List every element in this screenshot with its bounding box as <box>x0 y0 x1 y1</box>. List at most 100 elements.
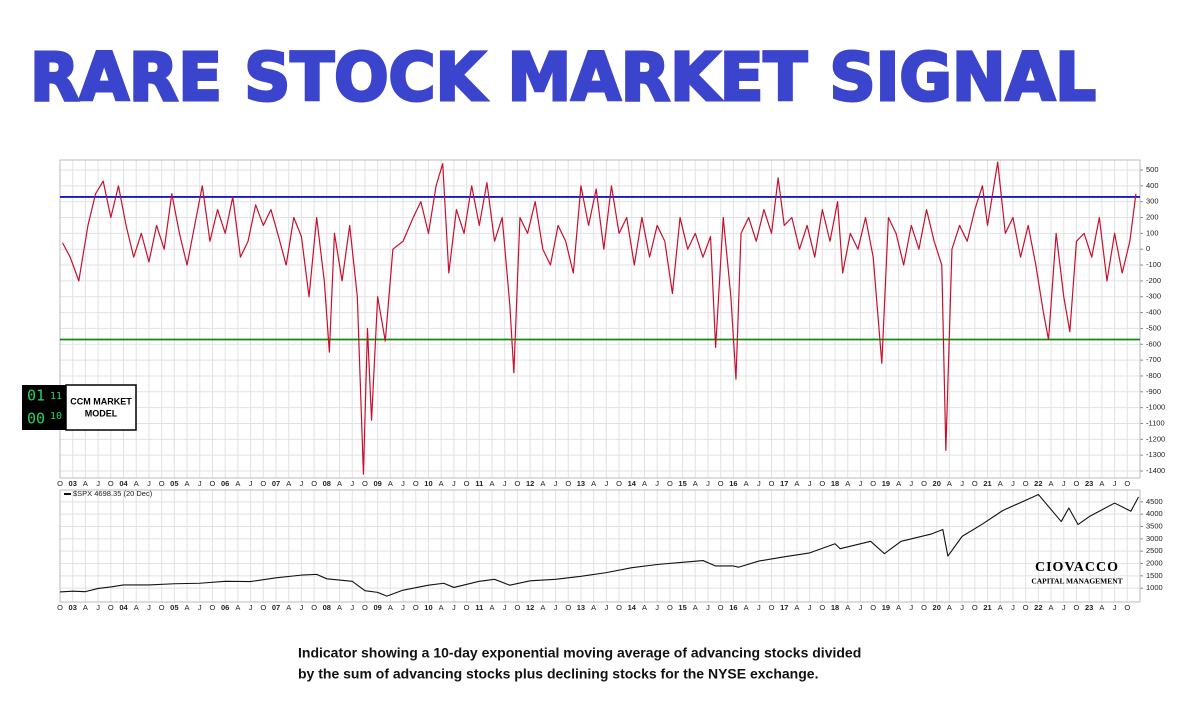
x-tick-label: J <box>554 603 558 612</box>
x-tick-label: 03 <box>69 603 77 612</box>
logo-text: CCM MARKET <box>70 396 132 406</box>
series-line <box>59 493 1139 597</box>
x-tick-label: 21 <box>983 479 991 488</box>
y-tick-label: -600 <box>1146 339 1161 348</box>
x-tick-label: 10 <box>424 479 432 488</box>
x-tick-label: 13 <box>577 603 585 612</box>
x-tick-label: O <box>616 479 622 488</box>
x-tick-label: 11 <box>475 479 483 488</box>
x-tick-label: O <box>413 603 419 612</box>
x-tick-label: J <box>706 603 710 612</box>
x-tick-label: 14 <box>628 603 637 612</box>
x-tick-label: 19 <box>882 479 890 488</box>
x-tick-label: O <box>311 479 317 488</box>
x-tick-label: 23 <box>1085 479 1093 488</box>
x-tick-label: A <box>337 479 342 488</box>
x-tick-label: O <box>616 603 622 612</box>
x-tick-label: 14 <box>628 479 637 488</box>
x-tick-label: O <box>260 603 266 612</box>
x-tick-label: J <box>808 479 812 488</box>
y-tick-label: 200 <box>1146 213 1159 222</box>
x-tick-label: O <box>565 603 571 612</box>
x-tick-label: J <box>1113 479 1117 488</box>
x-tick-label: 09 <box>373 479 381 488</box>
x-tick-label: 20 <box>933 603 941 612</box>
x-tick-label: O <box>1124 479 1130 488</box>
x-tick-label: 13 <box>577 479 585 488</box>
x-tick-label: J <box>300 603 304 612</box>
x-tick-label: A <box>744 479 749 488</box>
x-tick-label: J <box>350 603 354 612</box>
x-tick-label: O <box>514 603 520 612</box>
x-tick-label: J <box>1011 603 1015 612</box>
brand-name: CIOVACCO <box>1035 560 1119 575</box>
y-tick-label: -1200 <box>1146 434 1165 443</box>
x-tick-label: 03 <box>69 479 77 488</box>
x-tick-label: O <box>464 479 470 488</box>
x-tick-label: O <box>718 603 724 612</box>
x-tick-label: A <box>235 479 240 488</box>
panel: O 03 A J O 04 A J O 05 A J O 06 A J O 07 A J O 08 A J O 09 A J O 10 A J… <box>57 490 1163 612</box>
x-tick-label: A <box>845 479 850 488</box>
y-tick-label: 1500 <box>1146 571 1163 580</box>
x-tick-label: 19 <box>882 603 890 612</box>
y-tick-label: -100 <box>1146 260 1161 269</box>
x-tick-label: 22 <box>1034 479 1042 488</box>
x-tick-label: O <box>769 479 775 488</box>
x-tick-label: A <box>185 603 190 612</box>
x-tick-label: O <box>311 603 317 612</box>
x-tick-label: A <box>286 603 291 612</box>
x-tick-label: A <box>591 479 596 488</box>
x-tick-label: J <box>147 479 151 488</box>
x-tick-label: 18 <box>831 479 839 488</box>
y-tick-label: 3500 <box>1146 521 1163 530</box>
x-tick-label: J <box>1062 479 1066 488</box>
x-tick-label: O <box>108 479 114 488</box>
x-tick-label: J <box>96 603 100 612</box>
x-tick-label: A <box>642 479 647 488</box>
y-tick-label: 500 <box>1146 165 1159 174</box>
x-tick-label: J <box>503 479 507 488</box>
x-tick-label: O <box>972 479 978 488</box>
y-tick-label: -700 <box>1146 355 1161 364</box>
x-tick-label: O <box>210 603 216 612</box>
x-tick-label: J <box>452 479 456 488</box>
caption: Indicator showing a 10-day exponential m… <box>298 645 861 661</box>
x-tick-label: O <box>464 603 470 612</box>
x-tick-label: A <box>185 479 190 488</box>
x-tick-label: O <box>57 479 63 488</box>
y-tick-label: 2500 <box>1146 546 1163 555</box>
y-tick-label: -200 <box>1146 276 1161 285</box>
x-tick-label: 16 <box>729 603 737 612</box>
x-tick-label: J <box>960 603 964 612</box>
x-tick-label: O <box>362 479 368 488</box>
x-tick-label: O <box>921 603 927 612</box>
x-tick-label: A <box>947 479 952 488</box>
x-tick-label: J <box>401 603 405 612</box>
x-tick-label: 20 <box>933 479 941 488</box>
x-tick-label: O <box>1124 603 1130 612</box>
x-tick-label: 10 <box>424 603 432 612</box>
x-tick-label: J <box>147 603 151 612</box>
x-tick-label: O <box>1023 603 1029 612</box>
x-tick-label: A <box>134 479 139 488</box>
x-tick-label: A <box>794 479 799 488</box>
lower-panel-frame <box>59 489 1141 603</box>
series-line <box>62 161 1137 475</box>
x-tick-label: A <box>134 603 139 612</box>
x-tick-label: A <box>83 603 88 612</box>
y-tick-label: -500 <box>1146 323 1161 332</box>
x-tick-label: O <box>819 603 825 612</box>
y-tick-label: 300 <box>1146 197 1159 206</box>
x-tick-label: 06 <box>221 479 229 488</box>
legend-label: $SPX 4698.35 (20 Dec) <box>73 489 153 498</box>
x-tick-label: J <box>198 603 202 612</box>
x-tick-label: J <box>808 603 812 612</box>
x-tick-label: J <box>604 479 608 488</box>
x-tick-label: 18 <box>831 603 839 612</box>
y-tick-label: 4000 <box>1146 509 1163 518</box>
x-tick-label: A <box>1099 603 1104 612</box>
x-tick-label: J <box>655 479 659 488</box>
x-tick-label: 17 <box>780 603 788 612</box>
x-tick-label: 07 <box>272 603 280 612</box>
